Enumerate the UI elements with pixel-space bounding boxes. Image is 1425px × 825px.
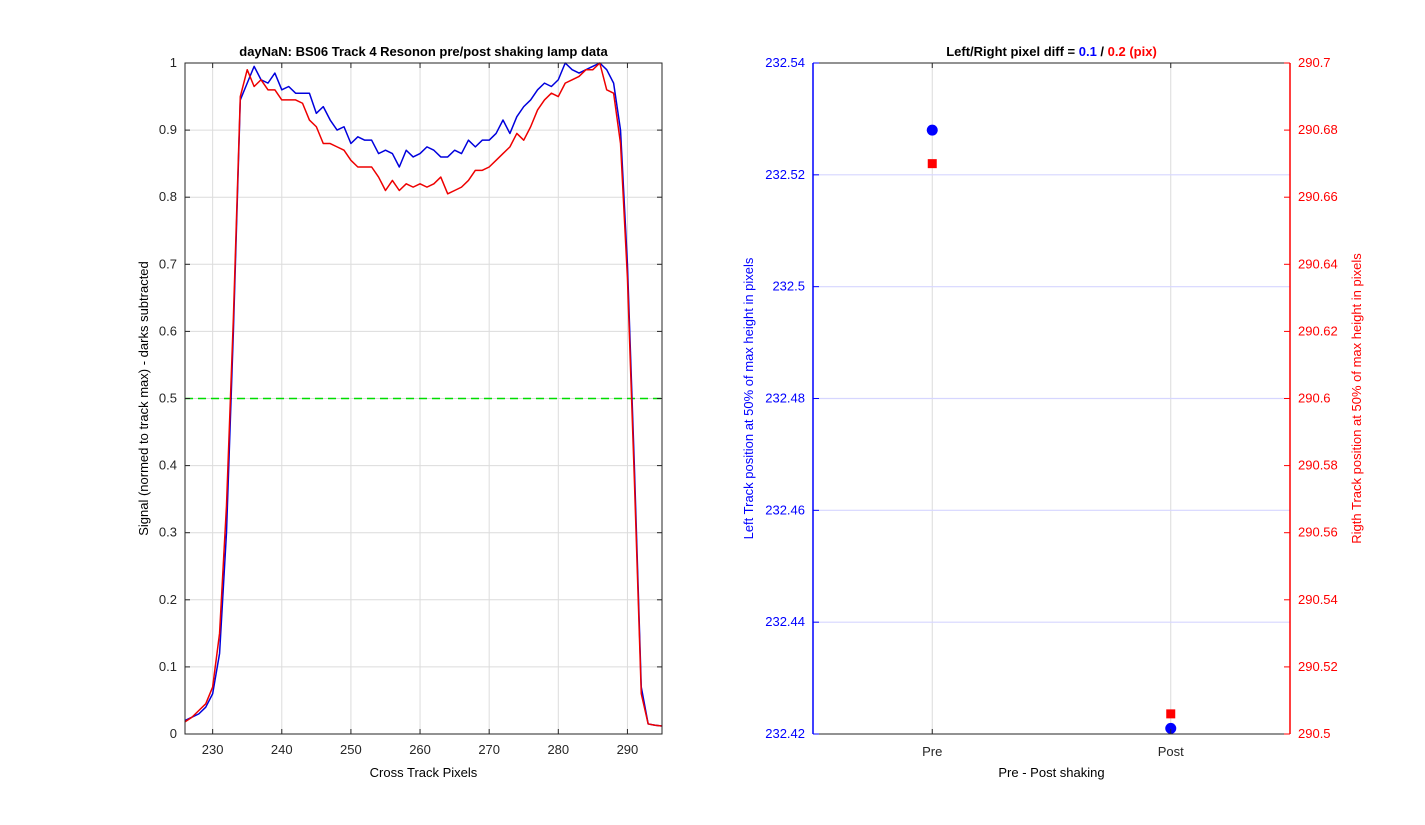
- right-track-tick-label: 290.66: [1298, 189, 1338, 204]
- left-track-tick-label: 232.42: [765, 726, 805, 741]
- signal-line-series-1: [184, 62, 663, 727]
- left-y-tick-label: 0.6: [159, 323, 177, 338]
- title-left-diff: 0.1: [1079, 44, 1097, 59]
- right-ticks: Pre Post 232.42 232.44 232.46 232.48 232.5 232.…: [765, 55, 1338, 759]
- signal-line-series-2: [184, 62, 663, 727]
- right-track-tick-label: 290.7: [1298, 55, 1331, 70]
- left-y-tick-label: 0.2: [159, 592, 177, 607]
- right-track-tick-label: 290.68: [1298, 122, 1338, 137]
- left-y-tick-label: 0.3: [159, 525, 177, 540]
- left-x-tick-label: 230: [202, 742, 224, 757]
- right-chart-title: Left/Right pixel diff = 0.1 / 0.2 (pix): [946, 44, 1157, 59]
- left-x-tick-label: 270: [478, 742, 500, 757]
- right-x-tick-label-pre: Pre: [922, 744, 942, 759]
- title-right-diff: 0.2 (pix): [1108, 44, 1157, 59]
- left-y-tick-label: 0.7: [159, 256, 177, 271]
- left-y-tick-label: 0.5: [159, 391, 177, 406]
- right-track-tick-label: 290.54: [1298, 592, 1338, 607]
- left-track-axis-label: Left Track position at 50% of max height…: [741, 257, 756, 539]
- title-separator: /: [1097, 44, 1108, 59]
- left-y-axis-label: Signal (normed to track max) - darks sub…: [136, 261, 151, 536]
- left-x-tick-label: 240: [271, 742, 293, 757]
- left-track-tick-label: 232.44: [765, 614, 805, 629]
- right-chart: Pre Post 232.42 232.44 232.46 232.48 232.5 232.…: [741, 44, 1364, 780]
- right-track-tick-label: 290.64: [1298, 256, 1338, 271]
- left-y-tick-label: 0: [170, 726, 177, 741]
- right-track-point-post: [1166, 709, 1176, 719]
- left-x-tick-label: 290: [617, 742, 639, 757]
- left-ticks: 230 240 250 260 270 280 290 0 0.1 0.2 0.3 0.4 0.5 0.6…: [159, 55, 662, 757]
- left-track-point-post: [1165, 722, 1177, 734]
- right-track-tick-label: 290.62: [1298, 323, 1338, 338]
- title-prefix: Left/Right pixel diff =: [946, 44, 1079, 59]
- left-x-tick-label: 280: [547, 742, 569, 757]
- left-track-tick-label: 232.52: [765, 167, 805, 182]
- left-plot-lines: [184, 62, 663, 727]
- left-y-tick-label: 0.9: [159, 122, 177, 137]
- right-plot-points: [926, 124, 1177, 734]
- right-track-tick-label: 290.52: [1298, 659, 1338, 674]
- right-x-axis-label: Pre - Post shaking: [998, 765, 1104, 780]
- left-track-tick-label: 232.5: [772, 279, 805, 294]
- left-track-point-pre: [926, 124, 938, 136]
- right-track-tick-label: 290.56: [1298, 525, 1338, 540]
- right-track-axis-label: Rigth Track position at 50% of max heigh…: [1349, 253, 1364, 544]
- right-track-tick-label: 290.5: [1298, 726, 1331, 741]
- left-track-tick-label: 232.46: [765, 502, 805, 517]
- right-track-tick-label: 290.6: [1298, 391, 1331, 406]
- left-x-tick-label: 260: [409, 742, 431, 757]
- right-track-point-pre: [927, 159, 937, 169]
- left-y-tick-label: 1: [170, 55, 177, 70]
- left-y-tick-label: 0.8: [159, 189, 177, 204]
- left-y-tick-label: 0.4: [159, 458, 177, 473]
- right-grid: [813, 63, 1290, 734]
- left-chart: 230 240 250 260 270 280 290 0 0.1 0.2 0.3 0.4 0.5 0.6…: [136, 44, 663, 780]
- left-track-tick-label: 232.54: [765, 55, 805, 70]
- left-x-axis-label: Cross Track Pixels: [370, 765, 478, 780]
- right-x-tick-label-post: Post: [1158, 744, 1184, 759]
- left-y-tick-label: 0.1: [159, 659, 177, 674]
- left-chart-title: dayNaN: BS06 Track 4 Resonon pre/post sh…: [239, 44, 608, 59]
- right-track-tick-label: 290.58: [1298, 458, 1338, 473]
- left-x-tick-label: 250: [340, 742, 362, 757]
- left-track-tick-label: 232.48: [765, 391, 805, 406]
